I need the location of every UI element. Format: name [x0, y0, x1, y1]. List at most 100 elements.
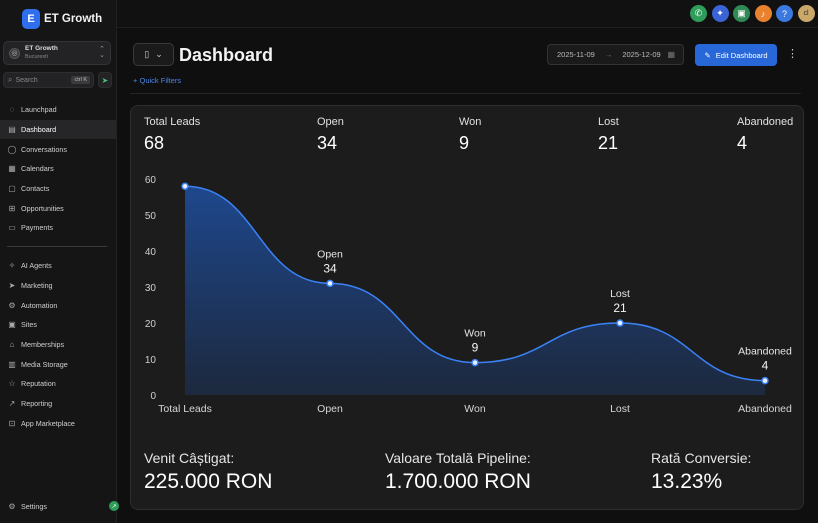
data-point — [761, 376, 769, 385]
avatar-icon[interactable]: cl — [797, 5, 815, 22]
x-tick-label: Total Leads — [158, 403, 212, 415]
data-point — [181, 182, 189, 190]
sidebar-item-payments[interactable]: ▭ Payments — [0, 218, 116, 238]
sidebar-item-conversations[interactable]: ◯ Conversations — [0, 139, 116, 159]
stat-label: Open — [317, 116, 344, 128]
stat-value: 21 — [598, 133, 619, 153]
stat-value: 68 — [144, 133, 165, 153]
bell-icon[interactable]: ♪ — [754, 5, 772, 22]
kpi-label: Venit Câștigat: — [144, 450, 235, 466]
reputation-icon: ☆ — [8, 379, 16, 389]
marketing-icon: ➤ — [8, 281, 16, 291]
page-switcher[interactable]: ▯ ⌄ — [133, 43, 174, 66]
sidebar-item-launchpad[interactable]: ◌ Launchpad — [0, 100, 116, 120]
sidebar-item-automation[interactable]: ⚙ Automation — [0, 295, 116, 315]
edit-dashboard-button[interactable]: ✎ Edit Dashboard — [695, 44, 777, 66]
sidebar-item-dashboard[interactable]: ▤ Dashboard — [0, 119, 116, 140]
data-point — [326, 279, 334, 288]
settings-label: Settings — [21, 501, 47, 511]
stat-open: Open 34 — [317, 116, 344, 154]
settings-badge: ↗ — [109, 501, 119, 511]
date-end: 2025-12-09 — [622, 50, 661, 59]
sidebar-item-ai-agents[interactable]: ✧ AI Agents — [0, 256, 116, 276]
header-divider — [130, 93, 801, 94]
search-icon: ⌕ — [8, 75, 13, 84]
kpi-value: 225.000 RON — [144, 470, 273, 493]
notification-badge-icon[interactable]: ▣ — [733, 5, 750, 22]
phone-icon[interactable]: ✆ — [690, 5, 707, 22]
sidebar-item-label: Conversations — [21, 144, 67, 154]
payments-icon: ▭ — [8, 223, 16, 233]
help-icon[interactable]: ? — [776, 5, 793, 22]
sidebar-item-opportunities[interactable]: ⊞ Opportunities — [0, 198, 116, 218]
stat-value: 4 — [737, 133, 748, 153]
nav-primary: ◌ Launchpad ▤ Dashboard ◯ Conversations ▦ Calen… — [0, 100, 116, 238]
stat-lost: Lost 21 — [598, 116, 619, 154]
sidebar-item-reporting[interactable]: ↗ Reporting — [0, 394, 116, 414]
kpi-label: Valoare Totală Pipeline: — [385, 450, 531, 466]
sidebar-item-calendars[interactable]: ▦ Calendars — [0, 159, 116, 179]
sites-icon: ▣ — [8, 320, 16, 330]
kpi-label: Rată Conversie: — [651, 450, 752, 466]
send-icon: ➤ — [101, 75, 109, 85]
marketplace-icon: ⊡ — [8, 418, 16, 428]
sidebar-item-reputation[interactable]: ☆ Reputation — [0, 374, 116, 394]
data-label-value: 4 — [762, 359, 769, 373]
sidebar-item-label: App Marketplace — [21, 418, 75, 428]
sidebar-item-label: Reporting — [21, 399, 53, 409]
sidebar-item-label: Automation — [21, 300, 58, 310]
stat-total-leads: Total Leads 68 — [144, 116, 200, 154]
dashboard-icon: ▤ — [8, 125, 16, 135]
brand[interactable]: E ET Growth — [22, 9, 102, 29]
quick-filters-button[interactable]: + Quick Filters — [133, 76, 181, 85]
y-tick-label: 50 — [145, 211, 157, 222]
sidebar-item-marketing[interactable]: ➤ Marketing — [0, 276, 116, 296]
automation-icon: ⚙ — [8, 300, 16, 310]
calendar-icon: ▦ — [667, 50, 675, 59]
megaphone-icon[interactable]: ✦ — [711, 5, 729, 22]
calendar-icon: ▦ — [8, 164, 16, 174]
data-point — [616, 319, 624, 327]
account-location: Bucuresti — [25, 54, 48, 60]
brand-name: ET Growth — [44, 13, 103, 25]
sidebar-item-settings[interactable]: ⚙ Settings ↗ — [0, 496, 119, 516]
location-icon: ◎ — [9, 47, 20, 59]
brand-logo-icon: E — [22, 9, 40, 29]
x-tick-label: Lost — [610, 403, 630, 415]
x-tick-label: Abandoned — [738, 403, 792, 415]
search-box[interactable]: ⌕ ctrl K — [3, 72, 94, 88]
contacts-icon: ▢ — [8, 184, 16, 194]
nav-secondary: ✧ AI Agents ➤ Marketing ⚙ Automation ▣ Sites ⌂ Me… — [0, 256, 116, 433]
rocket-icon: ◌ — [9, 105, 15, 115]
quick-action-button[interactable]: ➤ — [98, 72, 112, 88]
data-label-value: 9 — [472, 341, 479, 355]
settings-icon: ⚙ — [8, 501, 16, 511]
funnel-icon: ⊞ — [8, 203, 16, 213]
plus-icon: + — [133, 76, 138, 85]
sidebar-item-contacts[interactable]: ▢ Contacts — [0, 179, 116, 199]
data-label-name: Abandoned — [738, 346, 792, 358]
sidebar-item-app-marketplace[interactable]: ⊡ App Marketplace — [0, 414, 116, 434]
sidebar-item-memberships[interactable]: ⌂ Memberships — [0, 335, 116, 355]
account-name: ET Growth — [25, 45, 58, 52]
y-tick-label: 0 — [150, 391, 156, 402]
sidebar-item-media-storage[interactable]: ▥ Media Storage — [0, 354, 116, 374]
stat-label: Total Leads — [144, 116, 201, 128]
sidebar-item-label: Memberships — [21, 340, 65, 350]
quick-filters-label: Quick Filters — [139, 76, 182, 85]
sidebar-item-sites[interactable]: ▣ Sites — [0, 315, 116, 335]
stat-label: Won — [459, 116, 482, 128]
ai-agents-icon: ✧ — [8, 261, 16, 271]
sidebar-item-label: Dashboard — [21, 125, 57, 135]
date-range-picker[interactable]: 2025-11-09 → 2025-12-09 ▦ — [547, 44, 684, 65]
search-input[interactable] — [15, 76, 66, 84]
more-options-icon[interactable]: ⋮ — [787, 48, 798, 60]
account-switcher[interactable]: ◎ ET Growth Bucuresti ⌃ ⌄ — [3, 41, 111, 65]
pipeline-card: Total Leads 68 Open 34 Won 9 Lost 21 Aba… — [130, 105, 804, 510]
chat-icon: ◯ — [7, 144, 17, 154]
stat-value: 34 — [317, 133, 338, 153]
kpi-conversion-rate: Rată Conversie: 13.23% — [651, 450, 751, 494]
x-tick-label: Open — [317, 403, 343, 415]
edit-dashboard-label: Edit Dashboard — [715, 50, 768, 60]
